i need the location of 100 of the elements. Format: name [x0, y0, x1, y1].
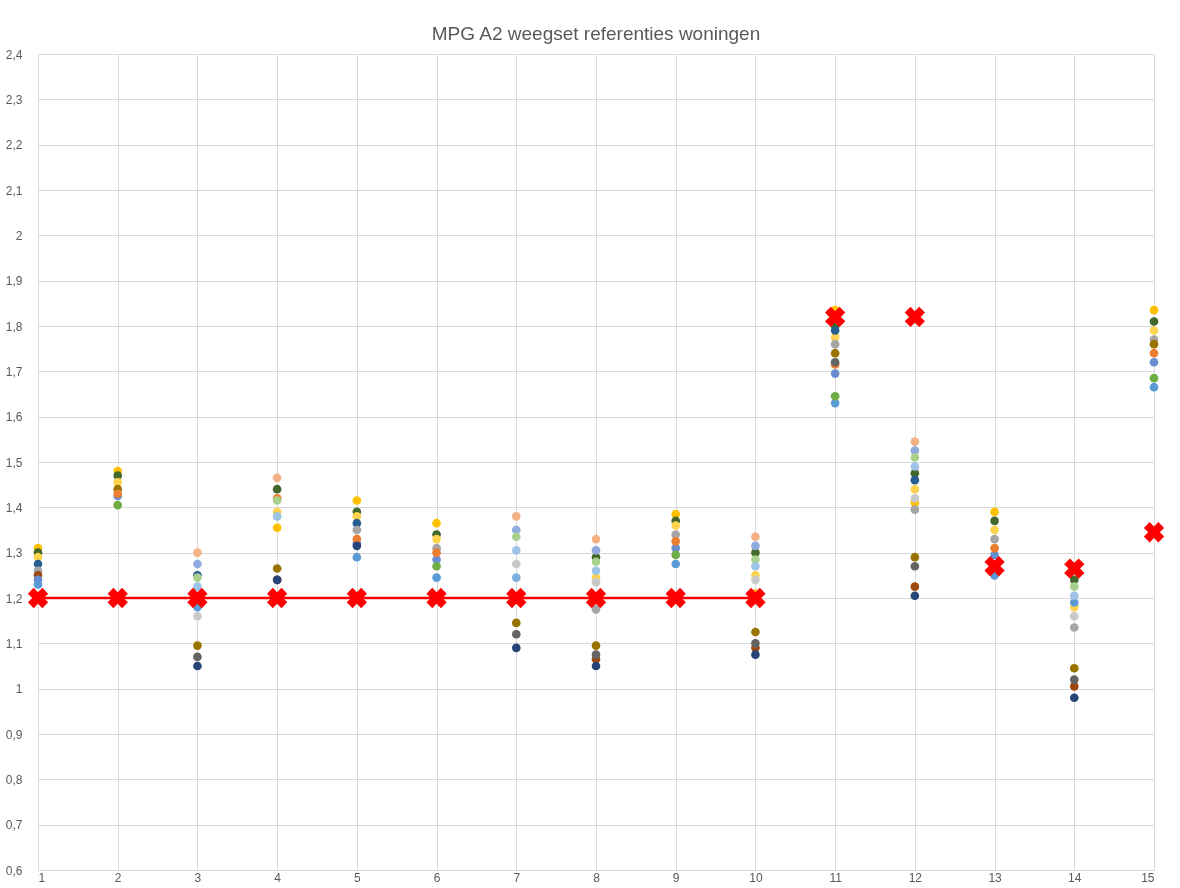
- point: [1069, 693, 1079, 703]
- point: [1149, 317, 1159, 326]
- point: [511, 618, 521, 628]
- y-tick-label: 1,1: [5, 636, 23, 651]
- point: [193, 641, 202, 650]
- point: [671, 559, 681, 569]
- point: [745, 587, 766, 609]
- point: [272, 484, 282, 494]
- point: [751, 575, 760, 585]
- point: [591, 605, 601, 614]
- point: [272, 512, 282, 521]
- point: [910, 493, 920, 503]
- point: [193, 548, 202, 557]
- y-tick-label: 1,7: [5, 364, 23, 379]
- point: [825, 306, 846, 328]
- point: [272, 564, 282, 573]
- point: [984, 556, 1005, 577]
- x-tick-label: 6: [433, 870, 441, 885]
- point: [591, 566, 601, 576]
- point: [193, 652, 202, 662]
- point: [751, 650, 760, 659]
- point: [751, 532, 760, 542]
- point: [751, 561, 760, 571]
- y-tick-label: 2: [15, 228, 23, 243]
- x-tick-label: 12: [908, 870, 923, 885]
- point: [671, 521, 681, 530]
- y-tick-label: 1,3: [5, 546, 23, 561]
- point: [591, 534, 601, 544]
- point: [27, 587, 49, 609]
- point: [990, 507, 999, 517]
- y-tick-label: 0,7: [5, 818, 23, 833]
- point: [1069, 663, 1079, 673]
- y-tick-label: 2,2: [5, 138, 23, 153]
- point: [193, 559, 202, 569]
- point: [585, 587, 607, 609]
- point: [830, 348, 840, 358]
- point: [990, 543, 999, 553]
- point: [910, 591, 920, 601]
- y-tick-label: 1: [15, 682, 23, 697]
- y-tick-label: 1,9: [5, 274, 23, 289]
- point: [432, 573, 441, 582]
- point: [910, 437, 920, 446]
- y-tick-label: 0,9: [5, 727, 23, 742]
- x-tick-label: 2: [114, 870, 122, 885]
- point: [1143, 522, 1165, 543]
- x-tick-label: 14: [1068, 870, 1082, 885]
- point: [1149, 382, 1159, 392]
- y-tick-label: 1,8: [5, 319, 23, 334]
- y-tick-label: 1,5: [5, 455, 23, 470]
- point: [591, 546, 601, 555]
- x-tick-label: 10: [749, 870, 763, 885]
- point: [751, 541, 760, 551]
- point: [1064, 558, 1085, 579]
- point: [352, 496, 362, 505]
- point: [432, 534, 441, 544]
- y-tick-label: 1,6: [5, 410, 23, 425]
- x-tick-label: 9: [672, 870, 680, 885]
- point: [591, 577, 601, 587]
- point: [591, 557, 601, 567]
- point: [432, 518, 441, 528]
- point: [113, 500, 123, 510]
- point: [1149, 348, 1159, 358]
- point: [193, 611, 202, 621]
- point: [33, 580, 43, 589]
- point: [1149, 305, 1159, 315]
- x-tick-label: 13: [988, 870, 1003, 885]
- point: [910, 505, 920, 514]
- point: [352, 552, 362, 562]
- point: [751, 627, 760, 637]
- point: [511, 559, 521, 569]
- point: [432, 561, 441, 571]
- point: [1069, 623, 1079, 632]
- point: [272, 523, 282, 533]
- point: [1069, 591, 1079, 601]
- y-tick-label: 2,4: [5, 47, 23, 62]
- point: [990, 516, 999, 526]
- x-tick-label: 4: [274, 870, 282, 885]
- point: [591, 650, 601, 659]
- point: [346, 587, 367, 609]
- point: [426, 587, 447, 609]
- point: [910, 582, 920, 591]
- point: [511, 573, 521, 582]
- point: [591, 641, 601, 650]
- point: [671, 537, 681, 546]
- x-tick-label: 3: [194, 870, 202, 885]
- point: [910, 462, 920, 471]
- chart-title: MPG A2 weegset referenties woningen: [431, 23, 761, 44]
- point: [910, 561, 920, 571]
- point: [1149, 339, 1159, 349]
- point: [1069, 675, 1079, 684]
- y-tick-label: 0,8: [5, 772, 23, 787]
- point: [432, 548, 441, 557]
- point: [506, 587, 527, 609]
- point: [352, 525, 362, 535]
- point: [511, 525, 521, 535]
- point: [665, 587, 686, 609]
- point: [272, 473, 282, 483]
- point: [1149, 357, 1159, 367]
- point: [1069, 582, 1079, 591]
- point: [187, 587, 208, 609]
